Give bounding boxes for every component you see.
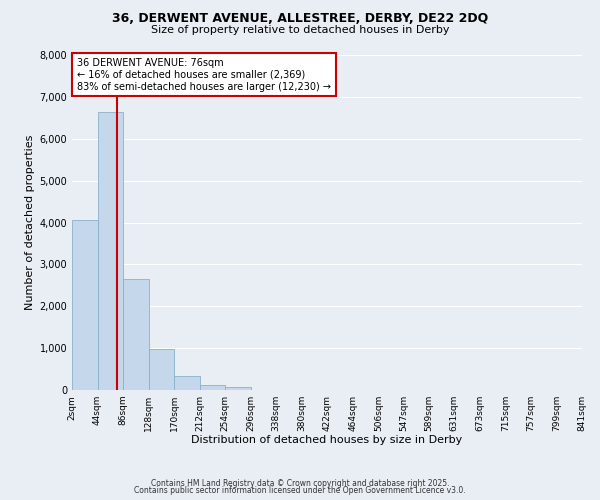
X-axis label: Distribution of detached houses by size in Derby: Distribution of detached houses by size … bbox=[191, 436, 463, 446]
Bar bbox=[200, 386, 225, 390]
Text: 36, DERWENT AVENUE, ALLESTREE, DERBY, DE22 2DQ: 36, DERWENT AVENUE, ALLESTREE, DERBY, DE… bbox=[112, 12, 488, 26]
Bar bbox=[174, 376, 200, 390]
Bar bbox=[149, 348, 174, 390]
Text: Contains public sector information licensed under the Open Government Licence v3: Contains public sector information licen… bbox=[134, 486, 466, 495]
Bar bbox=[123, 279, 149, 390]
Text: Contains HM Land Registry data © Crown copyright and database right 2025.: Contains HM Land Registry data © Crown c… bbox=[151, 478, 449, 488]
Y-axis label: Number of detached properties: Number of detached properties bbox=[25, 135, 35, 310]
Bar bbox=[72, 220, 98, 390]
Bar bbox=[98, 112, 123, 390]
Bar bbox=[225, 388, 251, 390]
Text: Size of property relative to detached houses in Derby: Size of property relative to detached ho… bbox=[151, 25, 449, 35]
Text: 36 DERWENT AVENUE: 76sqm
← 16% of detached houses are smaller (2,369)
83% of sem: 36 DERWENT AVENUE: 76sqm ← 16% of detach… bbox=[77, 58, 331, 92]
